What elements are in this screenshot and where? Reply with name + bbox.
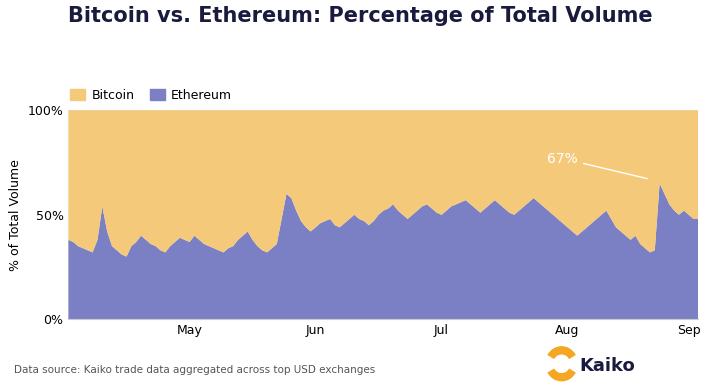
Wedge shape bbox=[547, 346, 576, 359]
Legend: Bitcoin, Ethereum: Bitcoin, Ethereum bbox=[66, 84, 237, 107]
Wedge shape bbox=[547, 368, 576, 382]
Text: Bitcoin vs. Ethereum: Percentage of Total Volume: Bitcoin vs. Ethereum: Percentage of Tota… bbox=[68, 6, 653, 26]
Text: Kaiko: Kaiko bbox=[580, 357, 635, 375]
Text: Data source: Kaiko trade data aggregated across top USD exchanges: Data source: Kaiko trade data aggregated… bbox=[14, 365, 376, 375]
Y-axis label: % of Total Volume: % of Total Volume bbox=[9, 159, 22, 271]
Text: 67%: 67% bbox=[547, 152, 647, 179]
